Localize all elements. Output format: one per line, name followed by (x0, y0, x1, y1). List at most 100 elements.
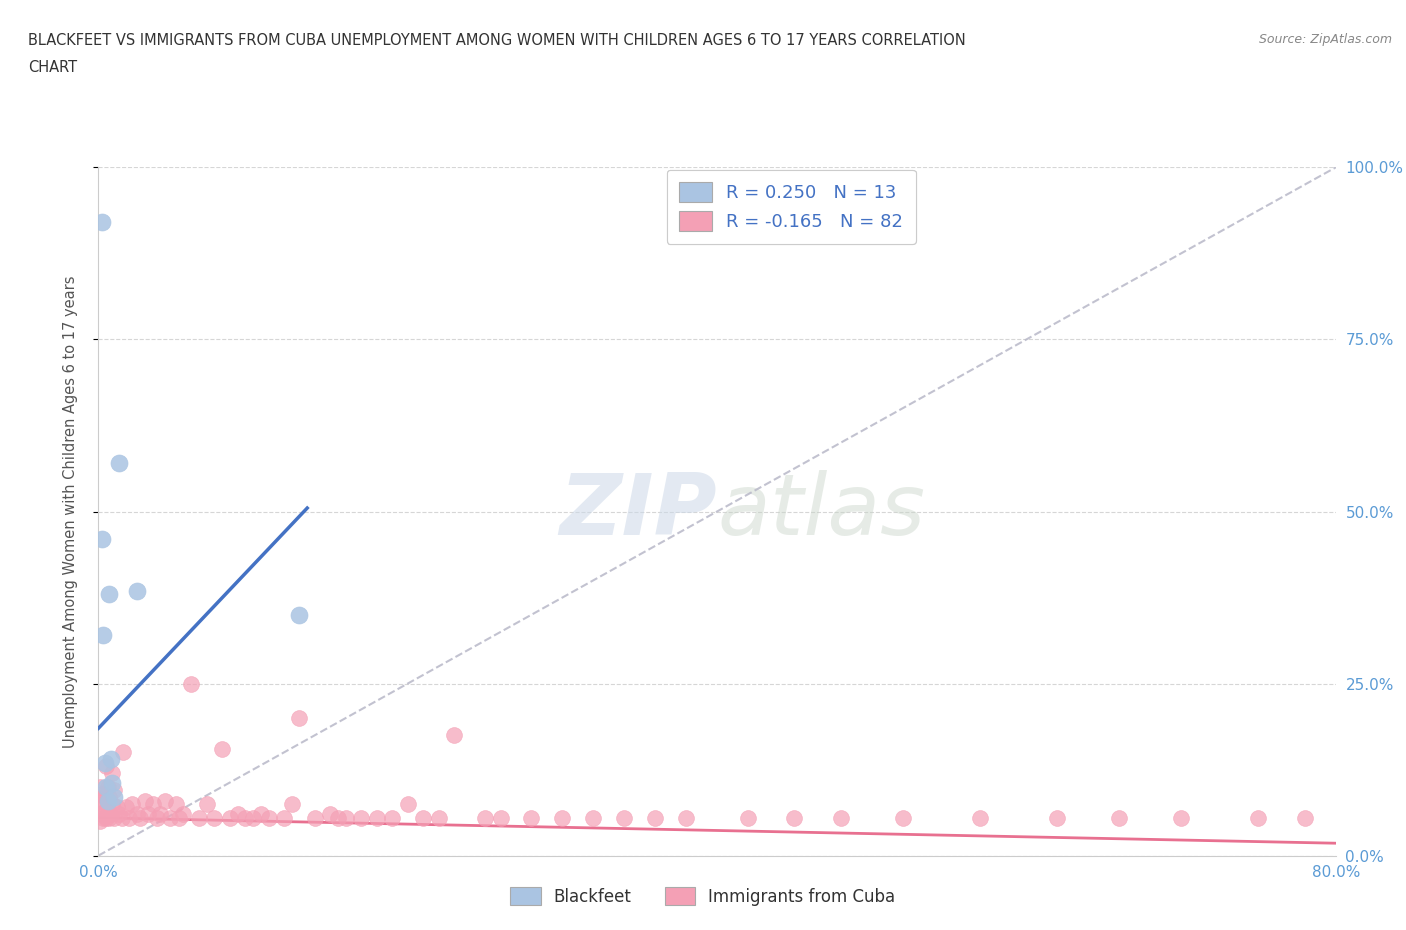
Point (1247, 810, 1270, 825)
Point (830, 810, 852, 825)
Point (381, 810, 404, 825)
Point (188, 810, 211, 825)
Point (159, 810, 181, 825)
Point (366, 810, 388, 825)
Point (90, 807, 112, 822)
Point (783, 810, 806, 825)
Point (1046, 810, 1069, 825)
Point (127, 583, 149, 598)
Point (101, 776, 124, 790)
Point (115, 800, 138, 815)
Point (288, 711, 311, 725)
Y-axis label: Unemployment Among Women with Children Ages 6 to 17 years: Unemployment Among Women with Children A… (63, 275, 77, 748)
Point (90, 532, 112, 547)
Point (235, 810, 257, 825)
Point (93, 804, 115, 818)
Point (891, 810, 914, 825)
Point (173, 807, 195, 822)
Point (257, 810, 280, 825)
Point (90, 215, 112, 230)
Point (211, 741, 233, 756)
Point (335, 810, 357, 825)
Point (91, 796, 114, 811)
Point (98, 810, 121, 825)
Point (89, 793, 111, 808)
Point (91, 810, 114, 825)
Point (613, 810, 636, 825)
Point (89, 814, 111, 829)
Point (250, 807, 273, 822)
Point (489, 810, 512, 825)
Point (644, 810, 666, 825)
Text: atlas: atlas (717, 470, 925, 553)
Point (107, 807, 129, 822)
Point (100, 807, 122, 822)
Point (427, 810, 450, 825)
Point (96, 810, 118, 825)
Point (1170, 810, 1192, 825)
Point (142, 796, 165, 811)
Point (167, 810, 190, 825)
Point (93, 755, 115, 770)
Text: BLACKFEET VS IMMIGRANTS FROM CUBA UNEMPLOYMENT AMONG WOMEN WITH CHILDREN AGES 6 : BLACKFEET VS IMMIGRANTS FROM CUBA UNEMPL… (28, 33, 966, 47)
Point (136, 807, 159, 822)
Point (319, 807, 342, 822)
Point (103, 783, 125, 798)
Point (551, 810, 574, 825)
Point (112, 745, 135, 760)
Point (165, 796, 187, 811)
Text: CHART: CHART (28, 60, 77, 75)
Point (180, 676, 202, 691)
Point (129, 810, 152, 825)
Point (97, 793, 120, 808)
Point (121, 796, 143, 811)
Text: Source: ZipAtlas.com: Source: ZipAtlas.com (1258, 33, 1392, 46)
Point (90, 786, 112, 801)
Point (153, 793, 176, 808)
Point (443, 728, 465, 743)
Point (219, 810, 242, 825)
Point (242, 810, 264, 825)
Point (103, 810, 125, 825)
Point (326, 810, 350, 825)
Point (204, 810, 226, 825)
Point (226, 807, 249, 822)
Point (91, 628, 114, 643)
Point (281, 796, 304, 811)
Point (101, 796, 124, 811)
Point (118, 810, 141, 825)
Point (149, 807, 172, 822)
Point (520, 810, 543, 825)
Point (127, 807, 149, 822)
Point (350, 810, 373, 825)
Point (98, 790, 121, 804)
Point (1108, 810, 1130, 825)
Point (111, 810, 134, 825)
Point (737, 810, 759, 825)
Point (304, 810, 326, 825)
Point (474, 810, 496, 825)
Point (107, 456, 129, 471)
Point (96, 779, 118, 794)
Point (105, 800, 128, 815)
Point (134, 793, 156, 808)
Text: ZIP: ZIP (560, 470, 717, 553)
Point (288, 607, 311, 622)
Point (969, 810, 991, 825)
Point (396, 796, 419, 811)
Legend: R = 0.250   N = 13, R = -0.165   N = 82: R = 0.250 N = 13, R = -0.165 N = 82 (666, 169, 915, 244)
Point (98, 587, 121, 602)
Legend: Blackfeet, Immigrants from Cuba: Blackfeet, Immigrants from Cuba (503, 881, 903, 912)
Point (675, 810, 697, 825)
Point (93, 790, 115, 804)
Point (97, 807, 120, 822)
Point (273, 810, 295, 825)
Point (582, 810, 605, 825)
Point (100, 751, 122, 766)
Point (96, 759, 118, 774)
Point (195, 796, 218, 811)
Point (101, 765, 124, 780)
Point (89, 779, 111, 794)
Point (146, 810, 169, 825)
Point (97, 779, 120, 794)
